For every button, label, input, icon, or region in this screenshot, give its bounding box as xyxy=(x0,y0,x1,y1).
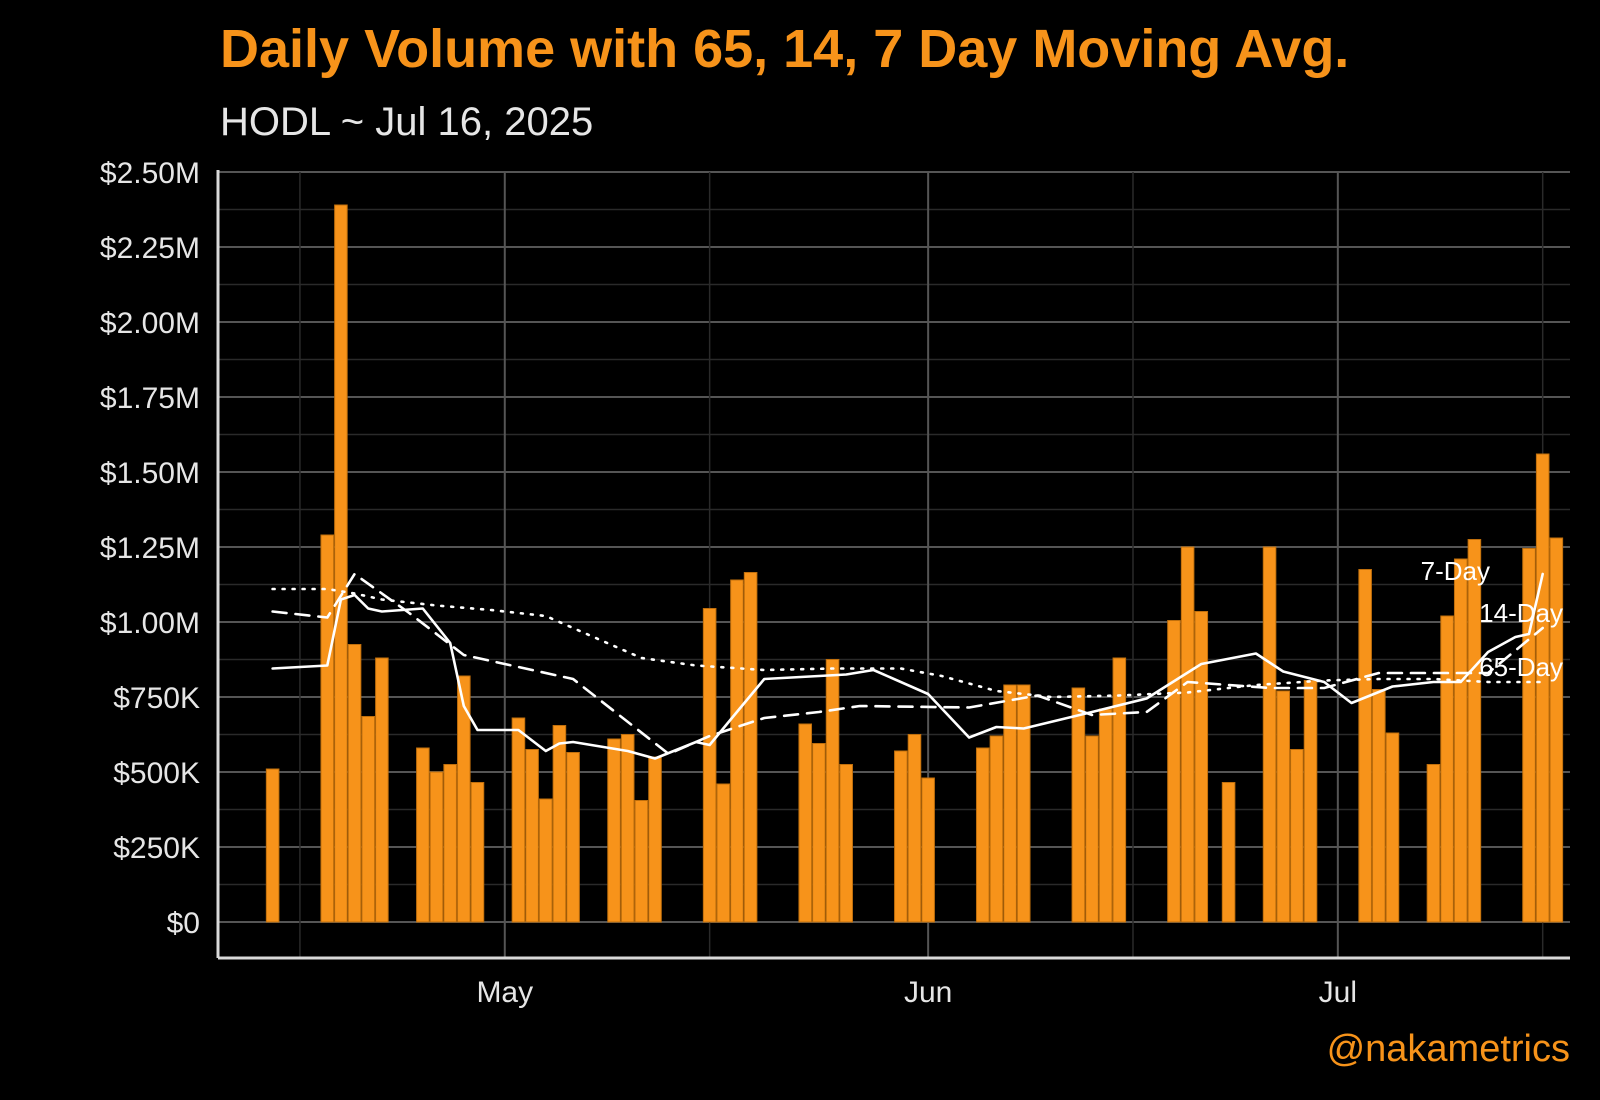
volume-bar xyxy=(620,734,635,923)
y-tick-label: $2.50M xyxy=(100,157,200,190)
volume-bar xyxy=(416,747,430,923)
volume-bar xyxy=(894,750,908,923)
volume-bar xyxy=(607,738,621,923)
volume-bar xyxy=(334,204,348,923)
volume-bar xyxy=(457,675,471,923)
y-tick-label: $1.25M xyxy=(100,532,200,565)
y-tick-label: $0 xyxy=(167,907,200,940)
ma-line-7-day xyxy=(271,572,1544,760)
volume-bar xyxy=(1194,611,1209,923)
axes: $0 $250K $500K $750K $1.00M $1.25M $1.50M $1.75… xyxy=(100,157,1570,1009)
series-label-14-day: 14-Day xyxy=(1479,598,1563,628)
volume-bar xyxy=(1303,680,1318,923)
volume-bar xyxy=(1440,615,1454,923)
volume-bar xyxy=(989,735,1004,923)
volume-bar xyxy=(1221,782,1236,923)
volume-bar xyxy=(730,579,744,923)
chart-title: Daily Volume with 65, 14, 7 Day Moving A… xyxy=(220,19,1350,79)
volume-bar xyxy=(716,783,731,923)
volume-bar xyxy=(1016,684,1031,923)
volume-bar xyxy=(825,659,840,923)
chart-subtitle: HODL ~ Jul 16, 2025 xyxy=(220,100,594,144)
volume-bar xyxy=(1549,537,1564,923)
y-tick-label: $2.25M xyxy=(100,232,200,265)
credit-label: @nakametrics xyxy=(1326,1028,1570,1070)
volume-bar xyxy=(1262,546,1277,923)
volume-bar xyxy=(1085,735,1099,923)
series-label-7-day: 7-Day xyxy=(1421,556,1490,586)
volume-bar xyxy=(1385,732,1400,923)
volume-bar xyxy=(265,768,280,923)
volume-bar xyxy=(812,743,826,923)
volume-bar xyxy=(525,749,539,923)
y-tick-label: $500K xyxy=(113,757,200,790)
y-tick-label: $1.50M xyxy=(100,457,200,490)
x-tick-label: Jun xyxy=(904,976,952,1009)
volume-bar xyxy=(1098,708,1113,923)
volume-bar xyxy=(1167,620,1181,923)
y-tick-label: $750K xyxy=(113,682,200,715)
ma-line-14-day xyxy=(271,572,1544,756)
volume-bar xyxy=(1467,539,1482,923)
y-tick-label: $1.75M xyxy=(100,382,200,415)
y-tick-label: $250K xyxy=(113,832,200,865)
series-labels: 7-Day 14-Day 65-Day xyxy=(1421,556,1563,682)
volume-bar xyxy=(1003,684,1017,923)
volume-bar xyxy=(1071,687,1086,923)
volume-bar xyxy=(1358,569,1372,923)
volume-bar xyxy=(1180,546,1195,923)
volume-bar xyxy=(538,798,553,923)
volume-bar xyxy=(1112,657,1127,923)
volume-bar xyxy=(702,608,717,923)
volume-bar xyxy=(634,800,649,923)
series-label-65-day: 65-Day xyxy=(1479,652,1563,682)
x-tick-label: Jul xyxy=(1319,976,1357,1009)
volume-bar xyxy=(361,716,376,923)
volume-bar xyxy=(648,756,662,923)
volume-bar xyxy=(470,782,485,923)
volume-bar xyxy=(798,723,813,923)
volume-bar xyxy=(1372,689,1386,923)
volume-bar xyxy=(743,572,758,923)
volume-bar xyxy=(921,777,935,923)
volume-bar xyxy=(839,764,853,923)
volume-bar xyxy=(1453,558,1468,923)
volume-bar xyxy=(443,764,457,923)
volume-bars xyxy=(265,204,1564,923)
volume-bar xyxy=(347,644,362,923)
volume-bar xyxy=(429,771,444,923)
volume-bar xyxy=(975,747,990,923)
volume-bar xyxy=(1535,453,1550,923)
volume-bar xyxy=(375,657,389,923)
x-tick-label: May xyxy=(476,976,533,1009)
volume-bar xyxy=(1426,764,1441,923)
y-tick-label: $2.00M xyxy=(100,307,200,340)
y-tick-label: $1.00M xyxy=(100,607,200,640)
volume-bar xyxy=(907,734,922,923)
volume-bar xyxy=(1290,749,1304,923)
volume-bar xyxy=(511,717,526,923)
moving-average-lines xyxy=(271,572,1544,760)
volume-bar xyxy=(552,725,567,923)
volume-bar xyxy=(320,534,335,923)
volume-bar xyxy=(566,752,580,923)
volume-bar xyxy=(1276,690,1290,923)
